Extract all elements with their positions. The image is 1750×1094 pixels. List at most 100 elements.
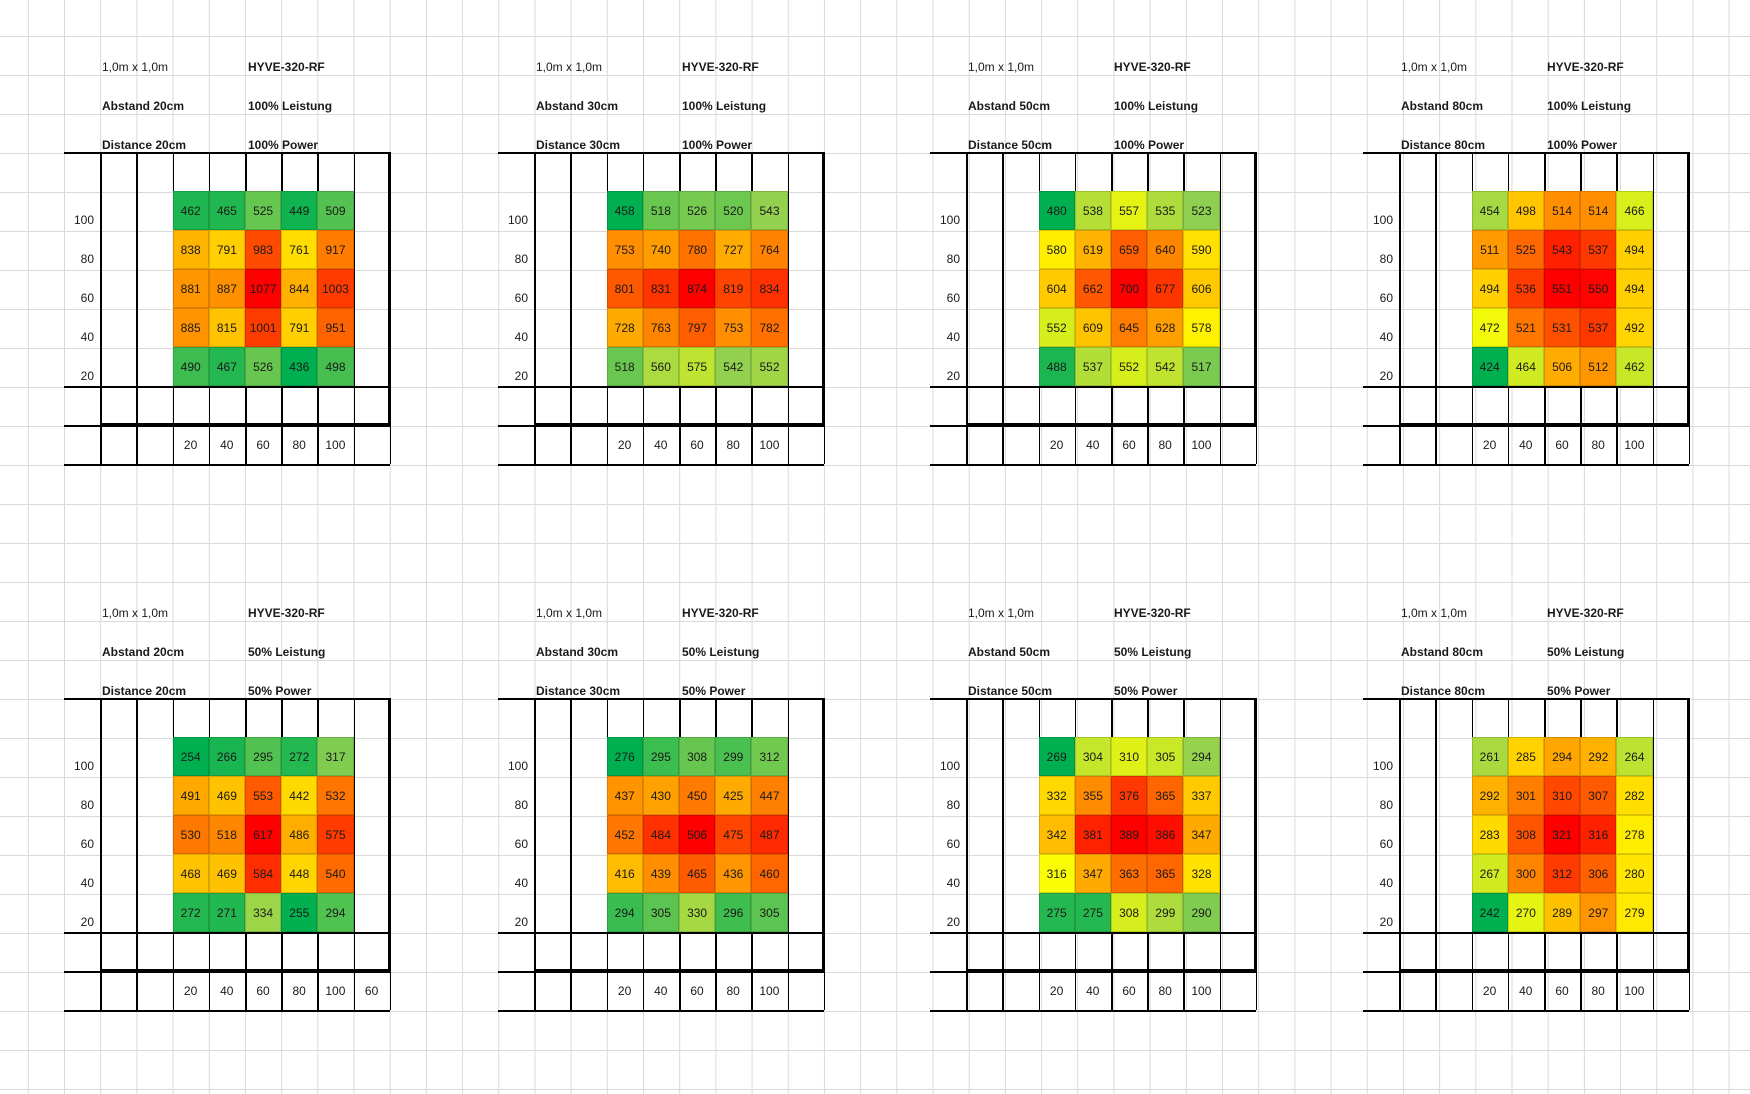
heatmap-cell: 347	[1074, 854, 1111, 893]
y-tick-label: 40	[80, 330, 94, 344]
heatmap-cell: 317	[317, 737, 354, 776]
heatmap-cell: 254	[172, 737, 209, 776]
heatmap-panel: 1,0m x 1,0m HYVE-320-RF Abstand 50cm 50% Le…	[930, 546, 1270, 1012]
heatmap-cell: 518	[606, 347, 643, 386]
grid-row-line	[64, 425, 390, 427]
header-power-en: 100% Power	[682, 138, 753, 152]
y-tick-label: 100	[939, 759, 960, 773]
heatmap-cell: 640	[1147, 230, 1184, 269]
grid-top-line	[930, 698, 1256, 700]
heatmap-cell: 312	[751, 737, 788, 776]
heatmap-cell: 494	[1616, 269, 1653, 308]
y-tick-label: 20	[80, 369, 94, 383]
y-tick-label: 100	[1372, 759, 1393, 773]
y-tick-label: 100	[73, 213, 94, 227]
heatmap-cell: 490	[172, 347, 209, 386]
grid-column-line	[1435, 152, 1437, 464]
heatmap-cell: 580	[1038, 230, 1075, 269]
heatmap-cell: 881	[172, 269, 209, 308]
heatmap-cell: 506	[679, 815, 716, 854]
heatmap-cell: 509	[317, 191, 354, 230]
heatmap-cell: 294	[317, 893, 354, 932]
heatmap-cell: 584	[245, 854, 282, 893]
heatmap-cell: 1003	[317, 269, 354, 308]
heatmap-cell: 376	[1111, 776, 1148, 815]
heatmap-cell: 308	[1111, 893, 1148, 932]
header-distance-en: Distance 80cm	[1401, 684, 1486, 698]
heatmap-cell: 551	[1544, 269, 1581, 308]
heatmap-cell: 831	[642, 269, 679, 308]
grid-column-line	[1435, 698, 1437, 1010]
grid-column-line	[1219, 152, 1222, 464]
heatmap-cell: 321	[1544, 815, 1581, 854]
heatmap-cell: 462	[1616, 347, 1653, 386]
header-power-en: 50% Power	[248, 684, 312, 698]
heatmap-cell: 523	[1183, 191, 1220, 230]
heatmap-cell: 467	[208, 347, 245, 386]
heatmap-cell: 462	[172, 191, 209, 230]
grid-column-line	[1652, 152, 1655, 464]
y-tick-label: 80	[946, 798, 960, 812]
heatmap-cell: 316	[1580, 815, 1617, 854]
grid-column-line	[1255, 152, 1258, 464]
grid-row-line	[498, 971, 824, 973]
heatmap-cell: 275	[1074, 893, 1111, 932]
grid-column-line	[353, 152, 356, 464]
heatmap-cell: 425	[715, 776, 752, 815]
heatmap-cell: 416	[606, 854, 643, 893]
x-tick-label: 100	[1191, 984, 1212, 998]
heatmap-cell: 454	[1471, 191, 1508, 230]
x-tick-label: 80	[1591, 438, 1605, 452]
grid-column-line	[534, 152, 536, 464]
heatmap-cell: 537	[1074, 347, 1111, 386]
header-power-en: 100% Power	[1547, 138, 1618, 152]
x-tick-label: 40	[1519, 438, 1533, 452]
heatmap-cell: 518	[208, 815, 245, 854]
header-power-en: 50% Power	[682, 684, 746, 698]
heatmap-cell: 727	[715, 230, 752, 269]
heatmap-cell: 337	[1183, 776, 1220, 815]
grid-column-line	[787, 698, 790, 1010]
heatmap-cell: 285	[1507, 737, 1544, 776]
y-tick-label: 80	[514, 252, 528, 266]
header-model: HYVE-320-RF	[1547, 606, 1624, 620]
heatmap-cell: 753	[606, 230, 643, 269]
heatmap-cell: 560	[642, 347, 679, 386]
heatmap-cell: 659	[1111, 230, 1148, 269]
heatmap-cell: 538	[1074, 191, 1111, 230]
heatmap-cell: 449	[281, 191, 318, 230]
heatmap-cell: 526	[679, 191, 716, 230]
header-distance-de: Abstand 30cm	[536, 645, 619, 659]
x-tick-label: 20	[183, 984, 198, 998]
grid-column-line	[966, 152, 968, 464]
heatmap-cell: 439	[642, 854, 679, 893]
heatmap-cell: 764	[751, 230, 788, 269]
heatmap-cell: 552	[1038, 308, 1075, 347]
heatmap-cell: 266	[208, 737, 245, 776]
y-tick-label: 60	[514, 291, 528, 305]
heatmap-cell: 365	[1147, 776, 1184, 815]
heatmap-cell: 296	[715, 893, 752, 932]
y-tick-label: 40	[946, 876, 960, 890]
heatmap-cell: 270	[1507, 893, 1544, 932]
y-tick-label: 40	[946, 330, 960, 344]
grid-column-line	[136, 152, 138, 464]
grid-column-line	[389, 152, 392, 464]
heatmap-cell: 295	[642, 737, 679, 776]
y-tick-label: 80	[946, 252, 960, 266]
heatmap-cell: 472	[1471, 308, 1508, 347]
heatmap-cell: 514	[1544, 191, 1581, 230]
header-model: HYVE-320-RF	[248, 606, 325, 620]
grid-column-line	[570, 152, 572, 464]
grid-row-line	[1363, 971, 1689, 973]
heatmap-cell: 1077	[245, 269, 282, 308]
x-tick-label: 100	[1191, 438, 1212, 452]
heatmap-cell: 838	[172, 230, 209, 269]
grid-row-line	[64, 932, 390, 934]
y-tick-label: 80	[1379, 252, 1393, 266]
x-tick-label: 40	[654, 984, 668, 998]
x-tick-label: 20	[1482, 438, 1497, 452]
header-power-en: 50% Power	[1547, 684, 1611, 698]
header-size: 1,0m x 1,0m	[536, 60, 603, 74]
heatmap-cell: 430	[642, 776, 679, 815]
